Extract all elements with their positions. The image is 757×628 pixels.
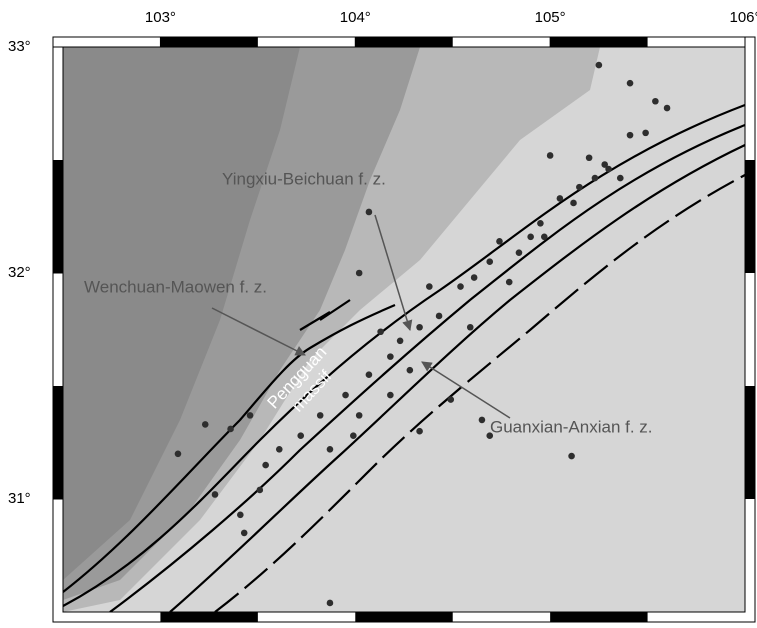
- map: 103° 104° 105° 106° 33° 32° 31° Yingxiu-Beichu…: [0, 0, 757, 623]
- epicenter: [436, 313, 443, 320]
- epicenter: [350, 432, 357, 439]
- epicenter: [356, 412, 363, 419]
- epicenter: [366, 371, 373, 378]
- y-tick-label: 31°: [8, 490, 31, 507]
- epicenter: [479, 417, 486, 424]
- epicenter: [175, 451, 182, 458]
- frame-bar: [550, 612, 647, 622]
- epicenter: [327, 446, 334, 453]
- epicenter: [237, 512, 244, 519]
- x-tick-label: 106°: [729, 9, 757, 26]
- epicenter: [586, 154, 593, 161]
- annotation: Yingxiu-Beichuan f. z.: [222, 169, 386, 188]
- frame-bar: [53, 386, 63, 499]
- epicenter: [297, 432, 304, 439]
- frame-bar: [160, 37, 257, 47]
- epicenter: [387, 353, 394, 360]
- frame-bar: [745, 386, 755, 499]
- epicenter: [467, 324, 474, 331]
- epicenter: [366, 209, 373, 216]
- epicenter: [496, 238, 503, 245]
- epicenter: [664, 105, 671, 112]
- frame-bar: [53, 160, 63, 273]
- epicenter: [471, 274, 478, 281]
- epicenter: [642, 130, 649, 137]
- frame-bar: [355, 612, 452, 622]
- epicenter: [627, 80, 634, 87]
- frame-bar: [550, 37, 647, 47]
- epicenter: [547, 152, 554, 159]
- epicenter: [387, 392, 394, 399]
- epicenter: [276, 446, 283, 453]
- epicenter: [576, 184, 583, 191]
- frame-bar: [160, 612, 257, 622]
- epicenter: [605, 166, 612, 173]
- epicenter: [202, 421, 209, 428]
- epicenter: [457, 283, 464, 290]
- epicenter: [247, 412, 254, 419]
- epicenter: [416, 428, 423, 435]
- epicenter: [317, 412, 324, 419]
- epicenter: [327, 600, 334, 607]
- epicenter: [227, 426, 234, 433]
- epicenter: [426, 283, 433, 290]
- epicenter: [516, 249, 523, 256]
- epicenter: [568, 453, 575, 460]
- annotation: Wenchuan-Maowen f. z.: [84, 277, 267, 296]
- epicenter: [416, 324, 423, 331]
- epicenter: [527, 234, 534, 241]
- frame-bar: [355, 37, 452, 47]
- epicenter: [447, 396, 454, 403]
- epicenter: [570, 200, 577, 207]
- epicenter: [617, 175, 624, 182]
- epicenter: [241, 530, 248, 537]
- epicenter: [557, 195, 564, 202]
- epicenter: [342, 392, 349, 399]
- annotation: Guanxian-Anxian f. z.: [490, 417, 653, 436]
- epicenter: [397, 338, 404, 345]
- epicenter: [262, 462, 269, 469]
- x-tick-label: 103°: [145, 9, 176, 26]
- epicenter: [537, 220, 544, 227]
- epicenter: [257, 487, 264, 494]
- frame-bar: [745, 160, 755, 273]
- epicenter: [407, 367, 414, 374]
- x-tick-label: 104°: [340, 9, 371, 26]
- epicenter: [652, 98, 659, 105]
- epicenter: [541, 234, 548, 241]
- epicenter: [627, 132, 634, 139]
- epicenter: [377, 328, 384, 335]
- y-tick-label: 32°: [8, 264, 31, 281]
- x-tick-label: 105°: [535, 9, 566, 26]
- y-tick-label: 33°: [8, 38, 31, 55]
- epicenter: [356, 270, 363, 277]
- epicenter: [212, 491, 219, 498]
- epicenter: [506, 279, 513, 286]
- epicenter: [596, 62, 603, 69]
- epicenter: [486, 258, 493, 265]
- epicenter: [592, 175, 599, 182]
